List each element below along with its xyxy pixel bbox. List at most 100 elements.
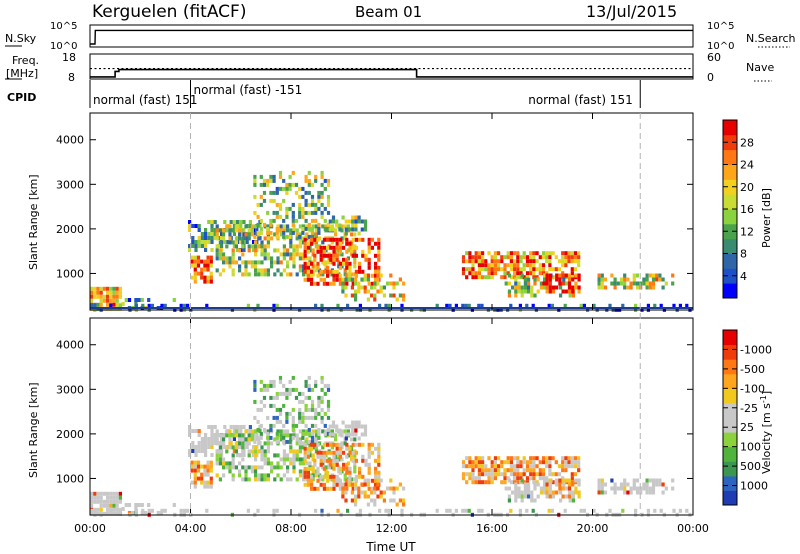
power-cell: [567, 255, 571, 260]
power-cell: [215, 248, 219, 253]
nsky-label: N.Sky: [5, 32, 37, 45]
velocity-cell: [291, 407, 295, 412]
power-cell: [310, 182, 315, 187]
colorbar-swatch: [723, 359, 737, 375]
velocity-cell: [367, 442, 371, 447]
power-cell: [222, 232, 226, 237]
velocity-cell: [490, 476, 494, 481]
velocity-cell: [535, 456, 539, 461]
power-cell: [193, 267, 197, 272]
velocity-cell: [242, 437, 246, 441]
power-cell: [238, 228, 242, 233]
velocity-cell: [106, 507, 110, 512]
colorbar-swatch: [723, 373, 737, 389]
velocity-cell: [613, 482, 617, 487]
velocity-cell: [513, 472, 517, 477]
power-cell: [250, 224, 254, 229]
power-cell: [316, 265, 320, 270]
power-cell: [298, 264, 302, 269]
power-cell: [269, 198, 273, 203]
velocity-cell: [490, 464, 494, 469]
power-cell: [232, 244, 236, 248]
power-cell: [115, 294, 119, 299]
power-cell: [247, 272, 251, 277]
velocity-cell: [269, 379, 273, 384]
power-cell: [379, 273, 383, 278]
power-cell: [256, 202, 260, 207]
power-cell: [257, 236, 261, 241]
power-cell: [303, 261, 307, 266]
velocity-cell: [314, 379, 318, 384]
velocity-cell: [314, 433, 318, 438]
power-cell: [289, 240, 293, 245]
velocity-cell: [545, 456, 549, 461]
velocity-cell: [191, 445, 195, 449]
power-cell: [228, 256, 232, 261]
power-cell: [213, 228, 217, 232]
velocity-cell: [90, 508, 94, 513]
velocity-cell: [530, 494, 534, 499]
velocity-cell: [326, 383, 331, 388]
power-cell: [320, 170, 324, 175]
power-cell: [303, 277, 307, 282]
velocity-cell: [373, 486, 377, 491]
power-cell: [651, 277, 656, 282]
power-cell: [276, 260, 280, 265]
velocity-cell: [335, 482, 339, 487]
power-cell: [90, 294, 94, 299]
velocity-cell: [250, 469, 254, 474]
power-cell: [316, 261, 320, 266]
velocity-cell: [400, 508, 404, 513]
power-cell: [225, 244, 229, 249]
power-cell: [247, 260, 251, 265]
power-cell: [324, 224, 328, 229]
velocity-cell: [527, 490, 531, 495]
power-cell: [570, 255, 574, 260]
power-cell: [454, 303, 458, 308]
velocity-cell: [465, 464, 469, 469]
power-cell: [551, 285, 556, 290]
power-cell: [513, 259, 517, 264]
velocity-cell: [545, 476, 549, 481]
velocity-cell: [143, 511, 148, 515]
power-cell: [102, 294, 106, 299]
power-cell: [316, 273, 320, 278]
power-cell: [545, 251, 549, 256]
velocity-cell: [474, 464, 478, 469]
velocity-cell: [204, 441, 208, 445]
power-cell: [474, 259, 478, 264]
velocity-cell: [191, 429, 195, 433]
power-cell: [509, 255, 513, 260]
velocity-cell: [664, 486, 668, 491]
velocity-cell: [377, 450, 381, 455]
power-cell: [278, 206, 283, 211]
power-cell: [330, 224, 334, 229]
velocity-cell: [282, 391, 286, 396]
velocity-cell: [570, 480, 574, 485]
velocity-cell: [266, 435, 270, 440]
power-cell: [292, 248, 296, 253]
velocity-cell: [127, 503, 132, 507]
velocity-cell: [191, 449, 195, 453]
velocity-cell: [253, 387, 257, 392]
power-cell: [286, 272, 290, 277]
velocity-cell: [289, 437, 293, 442]
power-cell: [188, 220, 192, 224]
velocity-cell: [205, 508, 209, 513]
velocity-cell: [316, 470, 320, 475]
velocity-cell: [661, 482, 665, 487]
power-cell: [376, 289, 380, 294]
velocity-cell: [279, 457, 283, 462]
power-cell: [374, 265, 378, 270]
power-cell: [354, 297, 358, 302]
power-cell: [193, 275, 197, 280]
velocity-cell: [310, 442, 314, 447]
velocity-cell: [358, 470, 362, 475]
velocity-cell: [468, 460, 472, 465]
power-cell: [379, 285, 383, 290]
velocity-cell: [522, 460, 526, 465]
velocity-cell: [574, 478, 578, 483]
velocity-cell: [493, 472, 497, 477]
velocity-cell: [213, 425, 217, 429]
